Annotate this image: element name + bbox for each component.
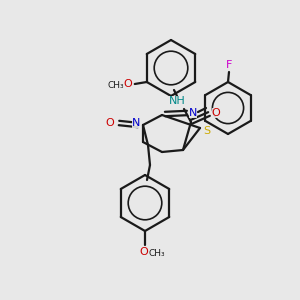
Text: O: O	[140, 247, 148, 257]
Text: N: N	[189, 108, 197, 118]
Text: CH₃: CH₃	[149, 248, 165, 257]
Text: O: O	[212, 108, 220, 118]
Text: NH: NH	[169, 96, 185, 106]
Text: F: F	[226, 60, 232, 70]
Text: O: O	[106, 118, 114, 128]
Text: N: N	[132, 118, 140, 128]
Text: O: O	[123, 79, 132, 89]
Text: CH₃: CH₃	[107, 80, 124, 89]
Text: S: S	[203, 126, 211, 136]
